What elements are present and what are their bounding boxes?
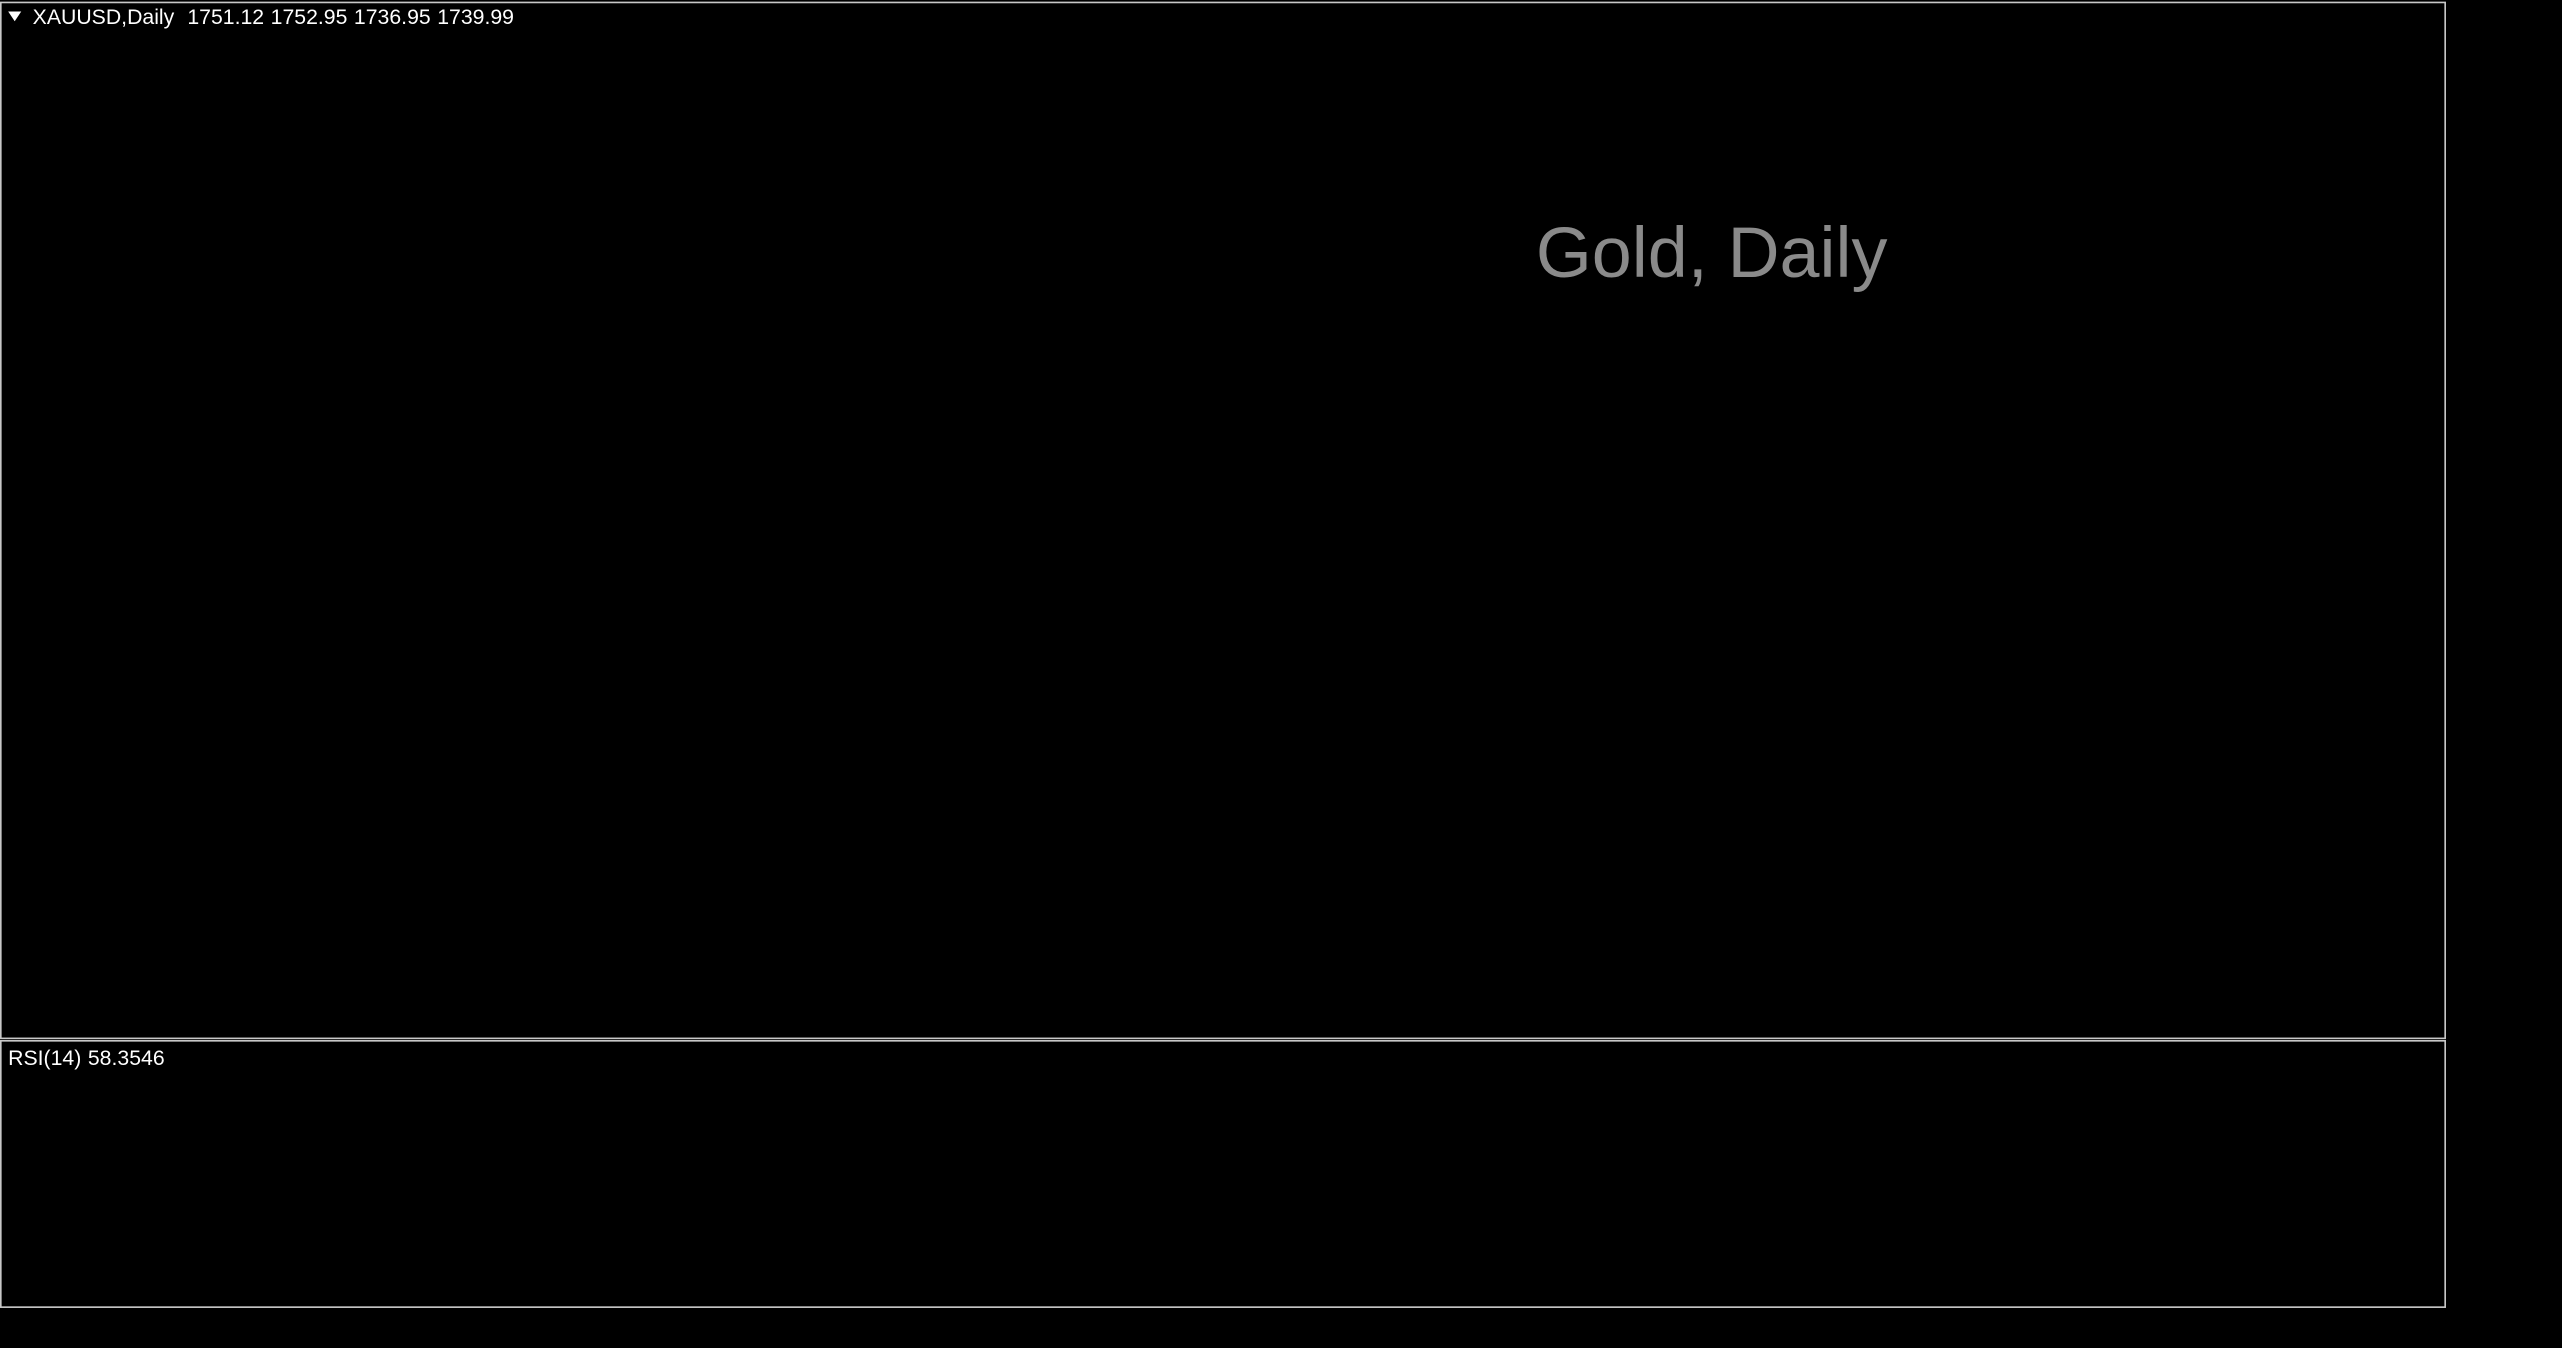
- price-frame: [0, 1, 2446, 1040]
- symbol: XAUUSD,Daily: [33, 5, 175, 29]
- header: XAUUSD,Daily 1751.12 1752.95 1736.95 1739.99: [33, 5, 514, 29]
- high-value: 1752.95: [271, 5, 348, 29]
- close-value: 1739.99: [437, 5, 514, 29]
- low-value: 1736.95: [354, 5, 431, 29]
- indicator-name: RSI(14): [8, 1045, 81, 1069]
- indicator-header: RSI(14) 58.3546: [8, 1045, 164, 1069]
- watermark: Gold, Daily: [1536, 213, 1888, 293]
- indicator-frame: [0, 1040, 2446, 1308]
- open-value: 1751.12: [187, 5, 264, 29]
- menu-triangle: [8, 11, 22, 22]
- indicator-value: 58.3546: [88, 1045, 165, 1069]
